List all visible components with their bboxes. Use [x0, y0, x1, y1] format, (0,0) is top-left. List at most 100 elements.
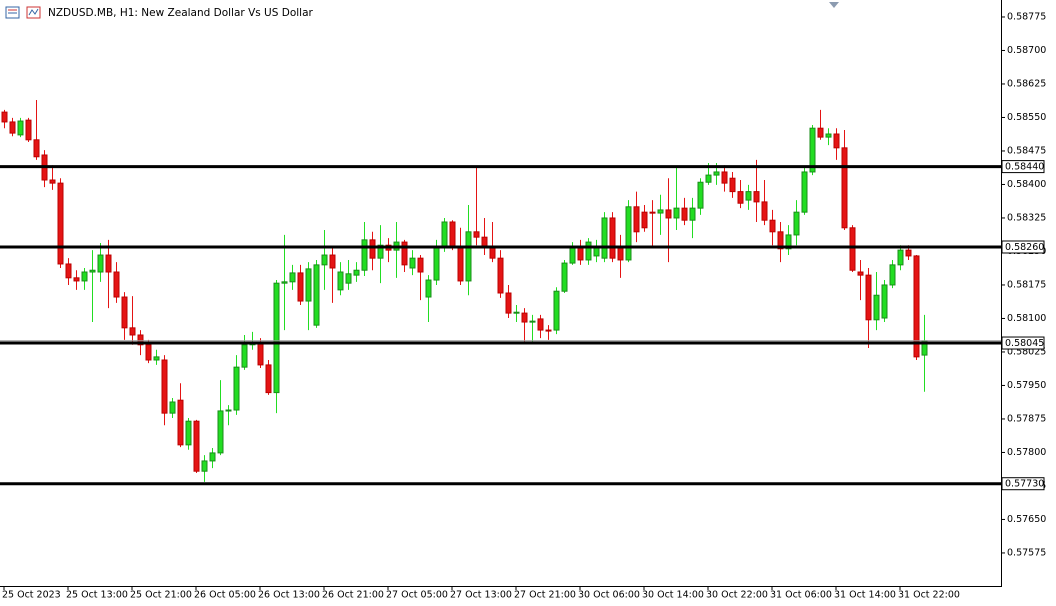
candle-body	[57, 182, 64, 265]
candle-body	[625, 206, 632, 261]
candle-body	[753, 191, 760, 203]
candle-body	[529, 320, 536, 323]
candle-body	[793, 211, 800, 236]
candle-body	[137, 334, 144, 346]
candle-body	[705, 174, 712, 183]
candle-body	[49, 179, 56, 184]
candle-body	[585, 241, 592, 261]
candle-body	[553, 290, 560, 331]
candle-body	[561, 262, 568, 292]
x-tick-label: 30 Oct 22:00	[706, 590, 768, 601]
candle-body	[873, 294, 880, 321]
candle-body	[329, 254, 336, 269]
candle-body	[73, 277, 80, 282]
y-tick-label: 0.58550	[1007, 112, 1046, 123]
candle-body	[297, 272, 304, 302]
candle-body	[817, 127, 824, 138]
chart-title: NZDUSD.MB, H1: New Zealand Dollar Vs US …	[48, 7, 314, 19]
candle-body	[361, 239, 368, 271]
y-tick-label: 0.57800	[1007, 447, 1046, 458]
candle-body	[233, 366, 240, 411]
candle-body	[449, 221, 456, 247]
x-tick-label: 27 Oct 13:00	[450, 590, 512, 601]
y-tick-label: 0.58625	[1007, 78, 1046, 89]
level-label: 0.57730	[1005, 479, 1044, 490]
candle-body	[273, 282, 280, 394]
candle-body	[121, 296, 128, 329]
candle-body	[9, 121, 16, 134]
candle-body	[857, 271, 864, 276]
candle-body	[305, 268, 312, 302]
candle-body	[257, 341, 264, 366]
candle-body	[905, 249, 912, 257]
x-tick-label: 30 Oct 14:00	[642, 590, 704, 601]
candle-body	[433, 247, 440, 281]
candle-body	[577, 246, 584, 261]
y-tick-label: 0.58025	[1007, 346, 1046, 357]
level-label: 0.58260	[1005, 242, 1044, 253]
candle-body	[777, 231, 784, 250]
candle-body	[801, 171, 808, 213]
x-tick-label: 31 Oct 22:00	[898, 590, 960, 601]
y-tick-label: 0.57950	[1007, 380, 1046, 391]
candle-body	[489, 246, 496, 259]
candle-body	[737, 191, 744, 204]
candle-body	[785, 234, 792, 250]
x-tick-label: 30 Oct 06:00	[578, 590, 640, 601]
candle-body	[225, 409, 232, 412]
shift-marker	[829, 2, 839, 8]
level-label: 0.58045	[1005, 338, 1044, 349]
y-tick-label: 0.58325	[1007, 212, 1046, 223]
candle-body	[425, 279, 432, 298]
candle-body	[409, 257, 416, 269]
x-tick-label: 27 Oct 21:00	[514, 590, 576, 601]
candle-body	[33, 139, 40, 158]
candle-body	[185, 420, 192, 446]
candle-body	[105, 254, 112, 273]
candle-body	[809, 127, 816, 173]
candle-body	[657, 209, 664, 214]
x-tick-label: 26 Oct 05:00	[194, 590, 256, 601]
x-tick-label: 25 Oct 21:00	[130, 590, 192, 601]
candle-body	[161, 359, 168, 414]
candle-body	[473, 231, 480, 238]
candle-body	[881, 284, 888, 319]
candle-body	[601, 217, 608, 259]
icon-line	[28, 8, 39, 16]
candle-body	[417, 257, 424, 273]
candle-body	[825, 133, 832, 138]
x-tick-label: 25 Oct 2023	[2, 590, 61, 601]
y-tick-label: 0.58400	[1007, 179, 1046, 190]
candle-body	[193, 420, 200, 472]
level-label: 0.58440	[1005, 162, 1044, 173]
candle-body	[729, 177, 736, 193]
candle-body	[209, 452, 216, 462]
x-tick-label: 31 Oct 06:00	[770, 590, 832, 601]
candle-body	[849, 227, 856, 271]
candle-body	[353, 269, 360, 276]
candle-body	[689, 207, 696, 221]
candle-body	[441, 221, 448, 249]
candle-body	[665, 209, 672, 219]
candle-body	[681, 207, 688, 221]
candle-body	[513, 311, 520, 314]
candle-body	[345, 273, 352, 284]
candle-body	[521, 312, 528, 323]
candle-body	[401, 241, 408, 266]
x-tick-label: 27 Oct 05:00	[386, 590, 448, 601]
candle-body	[97, 254, 104, 273]
y-tick-label: 0.58775	[1007, 11, 1046, 22]
candle-body	[721, 171, 728, 184]
level-label-box	[1001, 240, 1045, 254]
candle-body	[17, 120, 24, 136]
candle-body	[201, 460, 208, 472]
x-tick-label: 26 Oct 13:00	[258, 590, 320, 601]
candle-body	[145, 344, 152, 361]
candle-body	[617, 247, 624, 261]
candle-body	[289, 272, 296, 283]
candle-body	[865, 274, 872, 321]
candle-body	[569, 246, 576, 264]
candle-body	[465, 231, 472, 282]
candle-body	[537, 318, 544, 331]
